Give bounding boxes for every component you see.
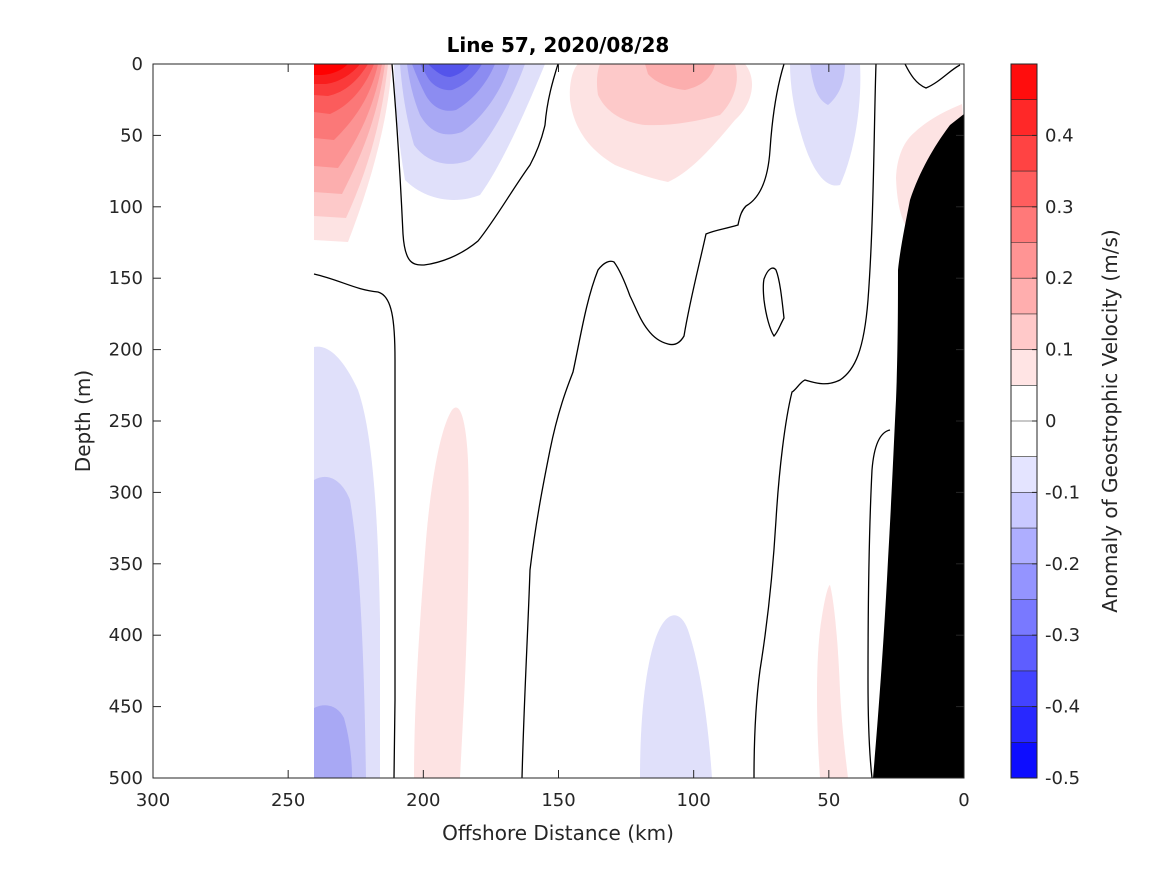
zero-contour-line bbox=[391, 64, 559, 266]
colorbar-tick-label: 0.2 bbox=[1045, 268, 1074, 289]
colorbar-swatch bbox=[1011, 706, 1037, 743]
zero-contour-line bbox=[313, 273, 396, 778]
zero-contour-line bbox=[521, 64, 785, 778]
colorbar-swatch bbox=[1011, 242, 1037, 279]
seafloor-mask bbox=[873, 114, 964, 778]
negative-anomaly-band bbox=[314, 476, 366, 778]
x-tick-label: 300 bbox=[136, 790, 170, 811]
positive-anomaly-band bbox=[645, 64, 715, 90]
colorbar-tick-label: -0.4 bbox=[1045, 697, 1080, 718]
y-tick-label: 0 bbox=[132, 54, 143, 75]
x-tick-label: 50 bbox=[817, 790, 840, 811]
y-tick-label: 50 bbox=[120, 125, 143, 146]
negative-anomaly-band bbox=[428, 64, 470, 77]
colorbar-tick-label: -0.1 bbox=[1045, 482, 1080, 503]
zero-contour-line bbox=[867, 429, 891, 778]
colorbar-swatch bbox=[1011, 563, 1037, 600]
colorbar-tick-label: 0 bbox=[1045, 411, 1056, 432]
colorbar-swatch bbox=[1011, 349, 1037, 386]
colorbar-tick-label: -0.5 bbox=[1045, 768, 1080, 789]
colorbar-swatch bbox=[1011, 670, 1037, 708]
y-tick-label: 100 bbox=[109, 197, 143, 218]
colorbar-tick-label: 0.4 bbox=[1045, 125, 1074, 146]
colorbar-swatch bbox=[1011, 64, 1037, 101]
colorbar-tick-label: -0.3 bbox=[1045, 625, 1080, 646]
colorbar-swatch bbox=[1011, 313, 1037, 351]
positive-anomaly-band bbox=[817, 585, 848, 778]
zero-contours bbox=[313, 64, 961, 778]
colorbar-swatch bbox=[1011, 278, 1037, 315]
colorbar-tick-label: 0.3 bbox=[1045, 197, 1074, 218]
x-tick-label: 150 bbox=[541, 790, 575, 811]
y-tick-label: 450 bbox=[109, 697, 143, 718]
colorbar-swatch bbox=[1011, 99, 1037, 136]
y-tick-label: 350 bbox=[109, 554, 143, 575]
colorbar: 0.4 0.3 0.2 0.1 0 -0.1 -0.2 -0.3 -0.4 -0.5 Anomal… bbox=[1010, 63, 1122, 789]
colorbar-swatch bbox=[1011, 135, 1037, 172]
colorbar-swatch bbox=[1011, 456, 1037, 493]
chart-title: Line 57, 2020/08/28 bbox=[447, 33, 670, 57]
colorbar-swatch bbox=[1011, 171, 1037, 208]
colorbar-swatch bbox=[1011, 421, 1037, 458]
positive-anomaly-band bbox=[414, 407, 469, 778]
zero-contour-line bbox=[753, 64, 877, 778]
y-axis-label: Depth (m) bbox=[71, 370, 95, 472]
x-axis-ticks: 300 250 200 150 100 50 0 bbox=[136, 64, 970, 811]
y-tick-label: 250 bbox=[109, 411, 143, 432]
colorbar-swatches bbox=[1011, 63, 1037, 779]
colorbar-swatch bbox=[1011, 635, 1037, 672]
x-axis-label: Offshore Distance (km) bbox=[442, 821, 674, 845]
x-tick-label: 200 bbox=[406, 790, 440, 811]
colorbar-swatch bbox=[1011, 385, 1037, 422]
negative-anomaly-band bbox=[790, 64, 861, 186]
colorbar-label: Anomaly of Geostrophic Velocity (m/s) bbox=[1098, 229, 1122, 612]
x-tick-label: 0 bbox=[958, 790, 969, 811]
plot-area bbox=[153, 64, 964, 778]
colorbar-swatch bbox=[1011, 206, 1037, 243]
colorbar-ticks: 0.4 0.3 0.2 0.1 0 -0.1 -0.2 -0.3 -0.4 -0.5 bbox=[1032, 125, 1080, 789]
negative-anomaly-band bbox=[640, 615, 712, 778]
y-tick-label: 300 bbox=[109, 482, 143, 503]
y-axis-ticks: 0 50 100 150 200 250 300 350 400 450 500 bbox=[109, 54, 964, 789]
colorbar-tick-label: -0.2 bbox=[1045, 554, 1080, 575]
colorbar-swatch bbox=[1011, 492, 1037, 529]
zero-contour-line bbox=[904, 64, 961, 89]
colorbar-swatch bbox=[1011, 742, 1037, 779]
positive-anomaly-band bbox=[314, 64, 348, 75]
x-tick-label: 100 bbox=[676, 790, 710, 811]
negative-anomaly-band bbox=[314, 705, 352, 778]
y-tick-label: 500 bbox=[109, 768, 143, 789]
y-tick-label: 400 bbox=[109, 625, 143, 646]
colorbar-tick-label: 0.1 bbox=[1045, 340, 1074, 361]
axes: 300 250 200 150 100 50 0 050100150200250300350… bbox=[109, 54, 970, 811]
negative-anomaly-band bbox=[810, 64, 845, 105]
y-tick-label: 150 bbox=[109, 268, 143, 289]
colorbar-swatch bbox=[1011, 599, 1037, 636]
x-tick-label: 250 bbox=[271, 790, 305, 811]
zero-contour-line bbox=[762, 267, 785, 338]
y-tick-label: 200 bbox=[109, 340, 143, 361]
colorbar-swatch bbox=[1011, 528, 1037, 565]
